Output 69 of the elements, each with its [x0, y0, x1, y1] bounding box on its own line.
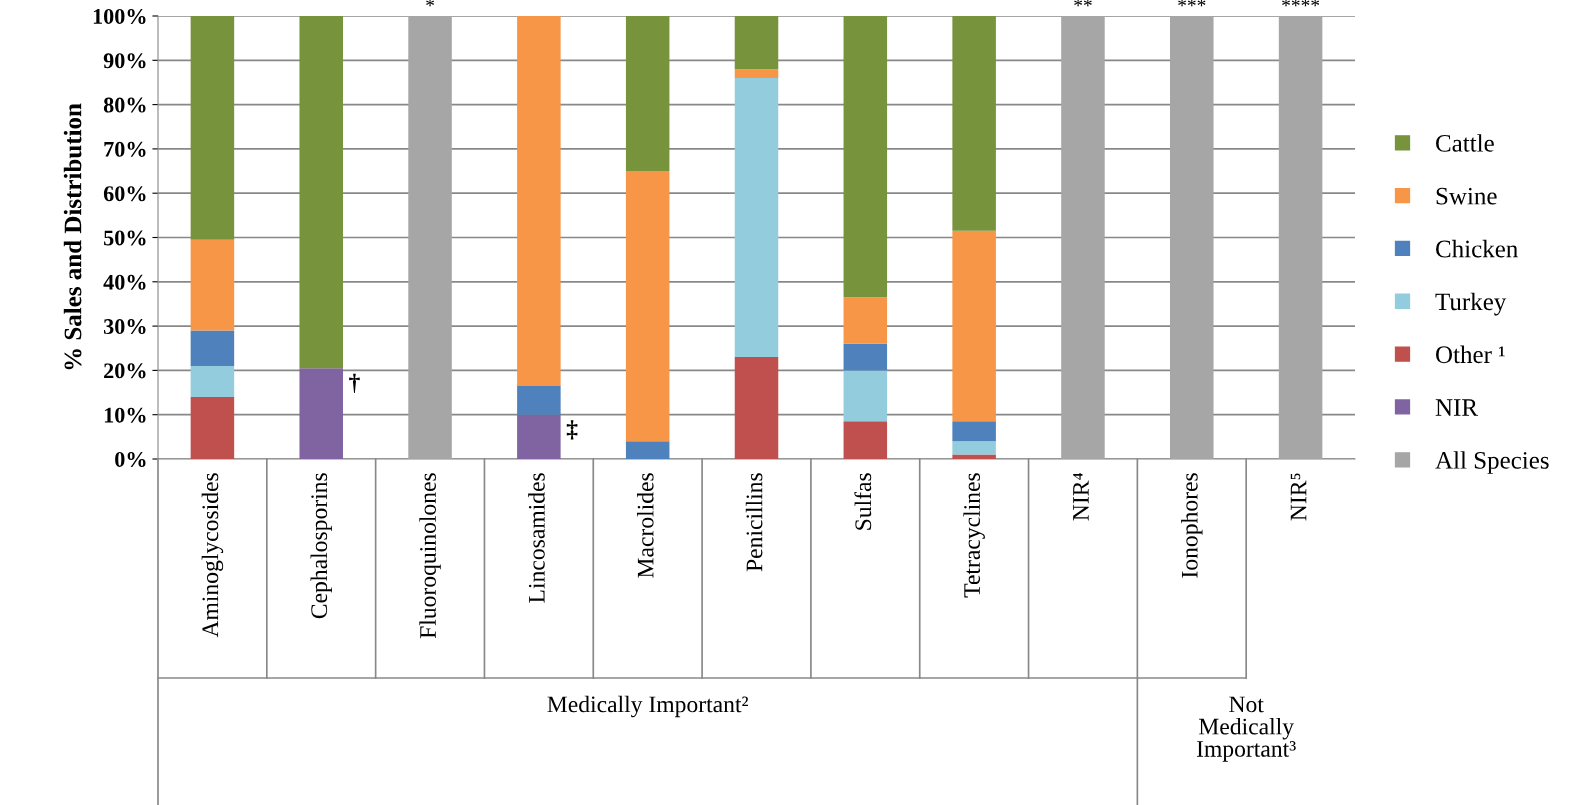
- bar: [190, 239, 235, 331]
- y-tick-label: 80%: [103, 97, 146, 113]
- y-tick-label: 90%: [103, 53, 146, 69]
- text: Not Medically Important³: [1196, 696, 1296, 762]
- x-tick-label: Penicillins: [745, 473, 763, 572]
- legend-label: All Species: [1435, 451, 1549, 474]
- bar: [843, 16, 888, 298]
- x-tick-label: Lincosamides: [528, 473, 545, 603]
- bar: [408, 16, 452, 459]
- y-tick-label: 50%: [104, 230, 146, 246]
- legend-label: Turkey: [1435, 292, 1507, 316]
- bar: [1061, 16, 1105, 459]
- x-tick-label: Sulfas: [854, 473, 872, 530]
- bar: [625, 441, 670, 459]
- x-tick-label: Macrolides: [636, 473, 654, 578]
- bar: [517, 16, 561, 386]
- bar: [952, 454, 996, 459]
- legend-label: Swine: [1436, 187, 1497, 205]
- annotation: *: [426, 0, 434, 7]
- bar: [625, 16, 670, 172]
- y-tick-label: 30%: [103, 319, 146, 335]
- y-tick-label: 20%: [104, 363, 146, 379]
- y-tick-label: 70%: [104, 141, 146, 157]
- bar: [1170, 16, 1214, 459]
- bar: [190, 330, 235, 366]
- legend-label: Cattle: [1436, 134, 1494, 152]
- annotation: ‡: [566, 420, 578, 440]
- bar: [299, 16, 343, 369]
- bar: [843, 343, 888, 371]
- bar: [190, 16, 235, 240]
- y-tick-label: 0%: [115, 451, 146, 467]
- bar: [517, 414, 561, 459]
- y-tick-label: 60%: [103, 186, 146, 202]
- bar: [734, 16, 779, 70]
- x-tick-label: Aminoglycosides: [201, 473, 224, 638]
- bar: [952, 16, 996, 231]
- y-tick-label: 10%: [104, 407, 146, 423]
- bar: [190, 365, 235, 397]
- annotation: †: [349, 373, 360, 393]
- x-tick-label: NIR⁴: [1073, 472, 1089, 521]
- bar: [625, 171, 670, 442]
- bar: [952, 230, 996, 422]
- bar: [952, 441, 996, 455]
- y-tick-label: 100%: [93, 8, 146, 24]
- bar: [1278, 16, 1323, 459]
- legend-label: Other ¹: [1436, 345, 1505, 364]
- bar: [734, 357, 779, 459]
- legend-label: NIR: [1435, 399, 1479, 416]
- bar: [190, 396, 235, 459]
- y-tick-label: 40%: [103, 274, 146, 290]
- x-tick-label: Fluoroquinolones: [419, 473, 441, 639]
- bar: [734, 69, 779, 79]
- x-tick-label: Cephalosporins: [310, 473, 332, 619]
- x-tick-label: Ionophores: [1181, 473, 1203, 578]
- annotation: **: [1074, 0, 1092, 7]
- text: Medically Important²: [547, 695, 749, 718]
- annotation: ****: [1282, 0, 1320, 7]
- annotation: ***: [1178, 0, 1206, 7]
- bar: [299, 368, 343, 459]
- bar: [843, 421, 888, 459]
- bar: [517, 385, 561, 415]
- bar: [952, 421, 996, 442]
- bar: [734, 78, 779, 358]
- x-tick-label: Tetracyclines: [963, 473, 985, 598]
- bar: [843, 297, 888, 344]
- x-tick-label: NIR⁵: [1290, 473, 1307, 521]
- bar: [843, 370, 888, 422]
- legend-label: Chicken: [1436, 239, 1518, 258]
- y-axis-title: % Sales and Distribution: [63, 103, 82, 370]
